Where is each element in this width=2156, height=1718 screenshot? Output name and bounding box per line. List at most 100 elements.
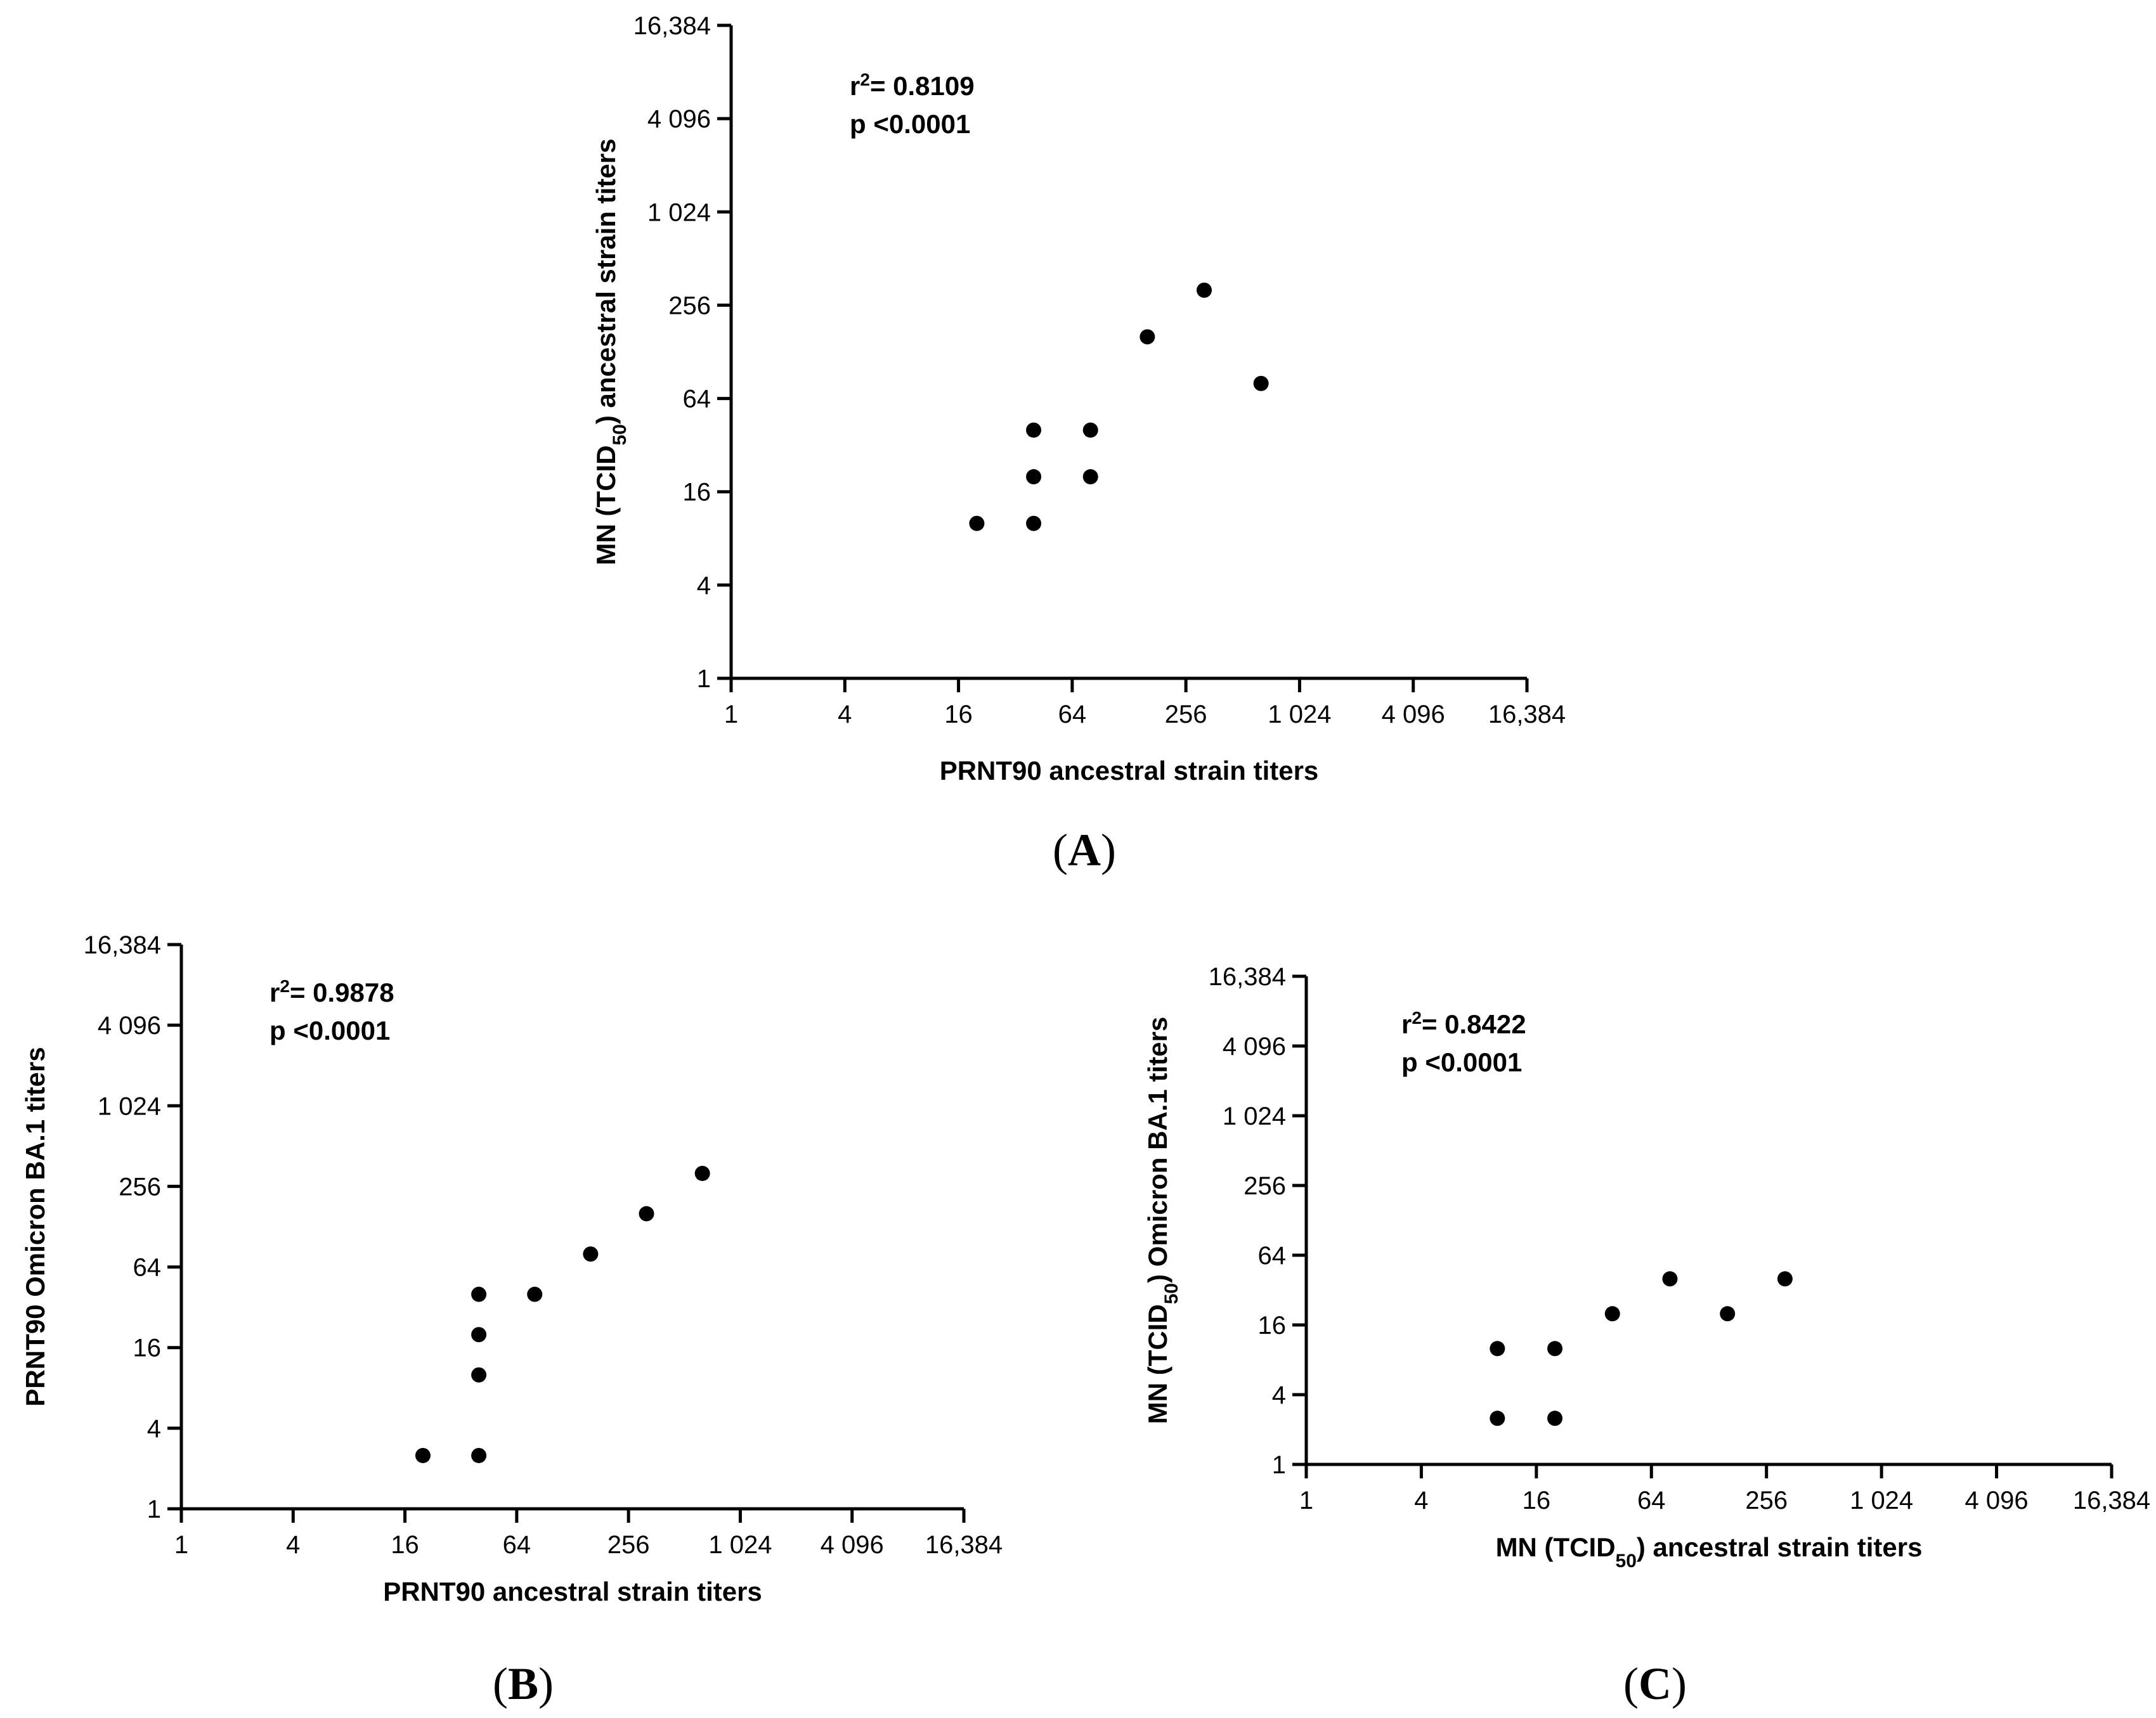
x-tick-label: 256: [1165, 701, 1207, 728]
axis-title-text-end: ) ancestral strain titers: [591, 139, 621, 425]
y-tick-label: 4 096: [647, 105, 711, 133]
data-point: [471, 1447, 487, 1463]
r-superscript: 2: [860, 70, 870, 89]
y-tick-label: 256: [668, 292, 711, 320]
data-point: [694, 1165, 710, 1181]
panel-label-letter: C: [1639, 1658, 1672, 1709]
data-point: [1490, 1341, 1505, 1357]
r-squared-annotation: r2= 0.9878: [270, 976, 394, 1008]
data-point: [1197, 282, 1212, 298]
x-axis-title: PRNT90 ancestral strain titers: [940, 756, 1319, 785]
x-tick-label: 4 096: [821, 1531, 884, 1559]
data-point: [1026, 422, 1042, 438]
y-tick-label: 1: [147, 1495, 161, 1523]
r-squared-value: = 0.9878: [290, 978, 394, 1007]
data-point: [583, 1246, 599, 1262]
r-squared-value: = 0.8422: [1422, 1009, 1526, 1039]
r-symbol: r: [270, 978, 280, 1007]
x-tick-label: 256: [1745, 1487, 1788, 1515]
x-tick-label: 16,384: [925, 1531, 1003, 1559]
x-tick-label: 4 096: [1965, 1487, 2029, 1515]
x-tick-label: 4: [838, 701, 852, 728]
r-squared-annotation: r2= 0.8422: [1401, 1008, 1526, 1040]
axis-title-subscript: 50: [1616, 1551, 1637, 1572]
x-tick-label: 1: [1299, 1487, 1313, 1515]
panel-label-open-paren: (: [493, 1658, 508, 1709]
y-tick-label: 16,384: [1209, 963, 1286, 991]
x-tick-label: 64: [503, 1531, 531, 1559]
data-point: [1604, 1306, 1620, 1322]
panel-label-letter: B: [508, 1658, 538, 1709]
y-tick-label: 64: [1258, 1242, 1287, 1270]
panel-label-letter: A: [1068, 825, 1101, 875]
panel-label-a: (A): [1053, 825, 1116, 875]
x-tick-label: 4: [1414, 1487, 1428, 1515]
y-tick-label: 256: [1244, 1172, 1286, 1200]
y-axis-title: PRNT90 Omicron BA.1 titers: [20, 1047, 50, 1406]
x-tick-label: 16: [391, 1531, 419, 1559]
data-point: [471, 1367, 487, 1383]
y-tick-label: 16: [133, 1334, 162, 1362]
r-superscript: 2: [280, 976, 290, 996]
x-axis-title: MN (TCID50) ancestral strain titers: [1496, 1532, 1923, 1572]
y-tick-label: 16: [683, 479, 711, 507]
data-point: [471, 1286, 487, 1302]
y-tick-label: 16,384: [633, 12, 711, 40]
panel-label-open-paren: (: [1623, 1658, 1639, 1709]
x-tick-label: 16,384: [1488, 701, 1566, 728]
axis-title-text: MN (TCID: [1496, 1532, 1616, 1562]
y-tick-label: 4 096: [1223, 1033, 1286, 1061]
y-tick-label: 64: [683, 385, 711, 413]
data-point: [1082, 422, 1098, 438]
data-point: [415, 1447, 431, 1463]
axis-title-text: PRNT90 Omicron BA.1 titers: [20, 1047, 50, 1406]
x-tick-label: 64: [1637, 1487, 1666, 1515]
x-tick-label: 64: [1058, 701, 1087, 728]
y-tick-label: 1 024: [1223, 1102, 1286, 1130]
axis-title-text: MN (TCID: [591, 445, 621, 565]
y-tick-label: 1: [697, 665, 711, 693]
p-value-annotation: p <0.0001: [850, 109, 970, 139]
axis-title-text: MN (TCID: [1143, 1304, 1172, 1424]
x-tick-label: 1 024: [708, 1531, 772, 1559]
y-tick-label: 64: [133, 1254, 162, 1282]
y-tick-label: 4 096: [98, 1012, 161, 1040]
data-point: [1720, 1306, 1736, 1322]
data-point: [969, 515, 985, 531]
data-point: [1082, 469, 1098, 485]
x-tick-label: 16: [1523, 1487, 1551, 1515]
y-tick-label: 16: [1258, 1312, 1287, 1340]
y-tick-label: 1 024: [647, 198, 711, 226]
data-point: [471, 1327, 487, 1343]
panel-label-close-paren: ): [538, 1658, 554, 1709]
y-tick-label: 256: [119, 1173, 161, 1201]
data-point: [1547, 1411, 1563, 1426]
data-point: [1253, 375, 1269, 391]
x-tick-label: 1 024: [1268, 701, 1331, 728]
y-tick-label: 4: [147, 1415, 161, 1443]
y-tick-label: 1 024: [98, 1092, 161, 1120]
panel-label-c: (C): [1623, 1658, 1687, 1709]
y-axis-title: MN (TCID50) ancestral strain titers: [591, 139, 630, 565]
data-point: [1026, 515, 1042, 531]
x-tick-label: 1: [174, 1531, 188, 1559]
r-squared-annotation: r2= 0.8109: [850, 70, 975, 101]
x-tick-label: 1: [724, 701, 738, 728]
chart-panel-a: 1 4 16 64 256 1 024 4 096 16,384 1 4 16 64 256 1 024 4…: [591, 12, 1566, 875]
r-symbol: r: [1401, 1009, 1412, 1039]
y-tick-label: 16,384: [84, 931, 161, 959]
data-point: [1547, 1341, 1563, 1357]
axis-title-text-end: ) Omicron BA.1 titers: [1143, 1017, 1172, 1283]
p-value-annotation: p <0.0001: [1401, 1047, 1522, 1077]
y-tick-label: 4: [697, 572, 711, 600]
p-value-annotation: p <0.0001: [270, 1016, 390, 1045]
data-point: [1490, 1411, 1505, 1426]
axis-title-subscript: 50: [609, 424, 630, 445]
x-tick-label: 4: [286, 1531, 300, 1559]
y-tick-label: 4: [1272, 1381, 1286, 1409]
r-superscript: 2: [1412, 1008, 1422, 1028]
data-point: [639, 1206, 654, 1222]
chart-panel-b: 1 4 16 64 256 1 024 4 096 16,384 1 4 16 64 256 1 024 4…: [20, 931, 1003, 1709]
data-point: [1777, 1271, 1793, 1287]
